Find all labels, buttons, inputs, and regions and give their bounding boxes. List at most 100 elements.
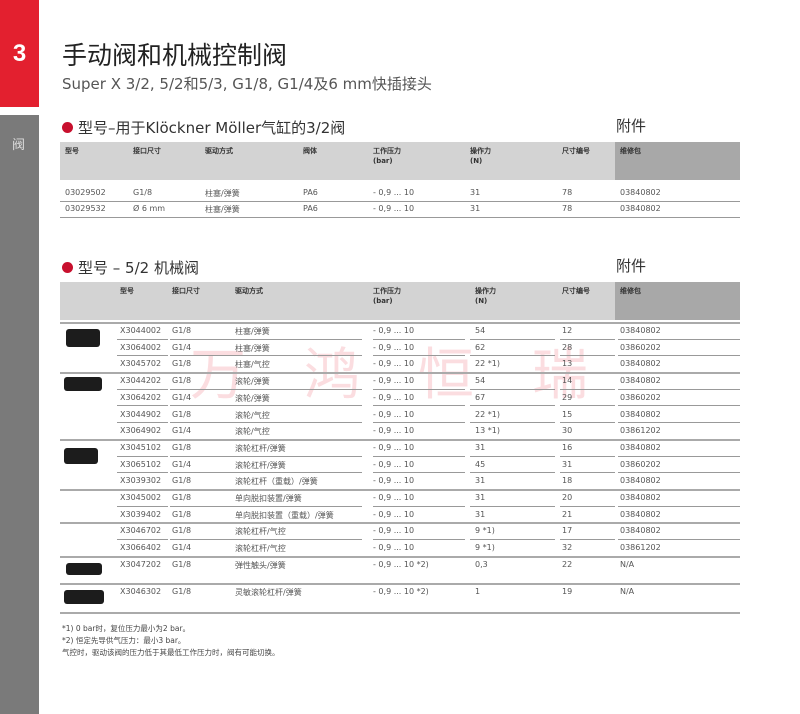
table-cell: 03840802 [620,476,661,486]
table-cell: - 0,9 ... 10 [373,543,415,553]
valve-product-image [66,563,102,575]
table-cell: G1/8 [172,526,192,536]
row-divider [232,338,362,340]
table-cell: X3039402 [120,509,162,519]
table-cell: G1/4 [172,342,192,352]
column-header: 驱动方式 [235,287,263,295]
table-row: X3045102 G1/8 滚轮杠杆/弹簧 - 0,9 ... 10 31 16 03840… [60,441,740,458]
row-divider [170,505,232,507]
table-row: X3064902 G1/4 滚轮/气控 - 0,9 ... 10 13 *1) 30 038… [60,424,740,441]
table-cell: 14 [562,376,573,386]
row-divider [373,355,465,357]
row-divider [618,455,740,457]
column-header: 阀体 [303,147,317,155]
column-header: 工作压力 (bar) [373,287,401,305]
section1-accessory: 附件 [616,117,647,135]
table-cell: 31 [475,493,486,502]
table-cell: 31 [470,204,481,213]
table-cell: 62 [475,342,486,352]
row-divider [232,539,362,541]
table-cell: 单向脱扣装置（重载）/弹簧 [235,510,334,520]
table-cell: X3066402 [120,543,162,553]
row-divider [170,422,232,424]
table-cell: G1/8 [172,559,192,569]
valve-product-image [64,590,104,604]
table-cell: 17 [562,526,573,536]
table-cell: 78 [562,204,573,213]
row-divider [232,455,362,457]
row-divider [618,422,740,424]
row-divider [373,472,465,474]
table-cell: 21 [562,509,573,519]
row-divider [470,455,555,457]
table-cell: G1/8 [172,376,192,386]
table-cell: 03861202 [620,426,661,436]
row-divider [618,539,740,541]
section1-heading: 型号–用于Klöckner Möller气缸的3/2阀 [62,117,345,138]
table-cell: 滚轮/气控 [235,427,270,437]
table-cell: X3045102 [120,442,162,452]
row-divider [117,539,168,541]
table-cell: 19 [562,586,573,596]
table-cell: 22 *1) [475,359,500,369]
table-row: 03029502 G1/8 柱塞/弹簧 PA6 - 0,9 ... 10 31 78 0384… [60,187,740,203]
table-cell: G1/4 [172,543,192,553]
group-divider [60,438,740,441]
section2-title: 型号 – 5/2 机械阀 [78,259,199,277]
table-cell: X3064002 [120,342,162,352]
row-divider [560,405,615,407]
bullet-icon [62,122,73,133]
table-cell: 31 [475,476,486,486]
table-cell: 柱塞/弹簧 [205,189,240,198]
table-cell: 滚轮杠杆（重载）/弹簧 [235,477,318,487]
page-title: 手动阀和机械控制阀 [62,41,288,70]
table-cell: - 0,9 ... 10 [373,442,415,452]
table-cell: G1/4 [172,459,192,469]
table-cell: 03860202 [620,342,661,352]
group-divider [60,322,740,324]
section2-accessory: 附件 [616,257,647,275]
row-divider [373,505,465,507]
table-row: X3044902 G1/8 滚轮/气控 - 0,9 ... 10 22 *1) 15 038… [60,408,740,425]
table-cell: 67 [475,392,486,402]
table-cell: 31 [562,459,573,469]
table-cell: G1/8 [172,493,192,502]
table-cell: 滚轮杠杆/气控 [235,527,286,537]
valve-icon: 阀 [12,138,26,153]
column-header: 型号 [65,147,79,155]
row-divider [470,539,555,541]
row-divider [470,355,555,357]
row-divider [618,355,740,357]
footnote-1: *1) 0 bar时，复位压力最小为2 bar。 [62,624,191,633]
table-cell: - 0,9 ... 10 [373,376,415,386]
table-cell: 31 [475,442,486,452]
table-row: X3065102 G1/4 滚轮杠杆/弹簧 - 0,9 ... 10 45 31 03860… [60,458,740,475]
table-cell: 滚轮杠杆/弹簧 [235,443,286,453]
table-cell: G1/8 [172,359,192,369]
table-cell: - 0,9 ... 10 [373,359,415,369]
row-divider [117,505,168,507]
group-divider [60,555,740,558]
table-cell: G1/4 [172,392,192,402]
row-divider [60,201,740,202]
table-row: X3064002 G1/4 柱塞/弹簧 - 0,9 ... 10 62 28 0386020… [60,341,740,358]
table-cell: 03840802 [620,509,661,519]
table-cell: 16 [562,442,573,452]
row-divider [470,338,555,340]
table-cell: 30 [562,426,573,436]
table-cell: 滚轮/弹簧 [235,377,270,387]
table-row: X3045002 G1/8 单向脱扣装置/弹簧 - 0,9 ... 10 31 20 038… [60,491,740,508]
table-cell: PA6 [303,188,318,197]
table-cell: X3039302 [120,476,162,486]
row-divider [618,338,740,340]
row-divider [470,388,555,390]
row-divider [373,405,465,407]
table-cell: 13 [562,359,573,369]
table-cell: - 0,9 ... 10 [373,426,415,436]
row-divider [470,505,555,507]
table-row: X3066402 G1/4 滚轮杠杆/气控 - 0,9 ... 10 9 *1) 32 03… [60,541,740,558]
table-cell: - 0,9 ... 10 [373,326,415,335]
bullet-icon [62,262,73,273]
table-cell: X3044002 [120,326,162,335]
column-header: 维修包 [620,147,641,155]
